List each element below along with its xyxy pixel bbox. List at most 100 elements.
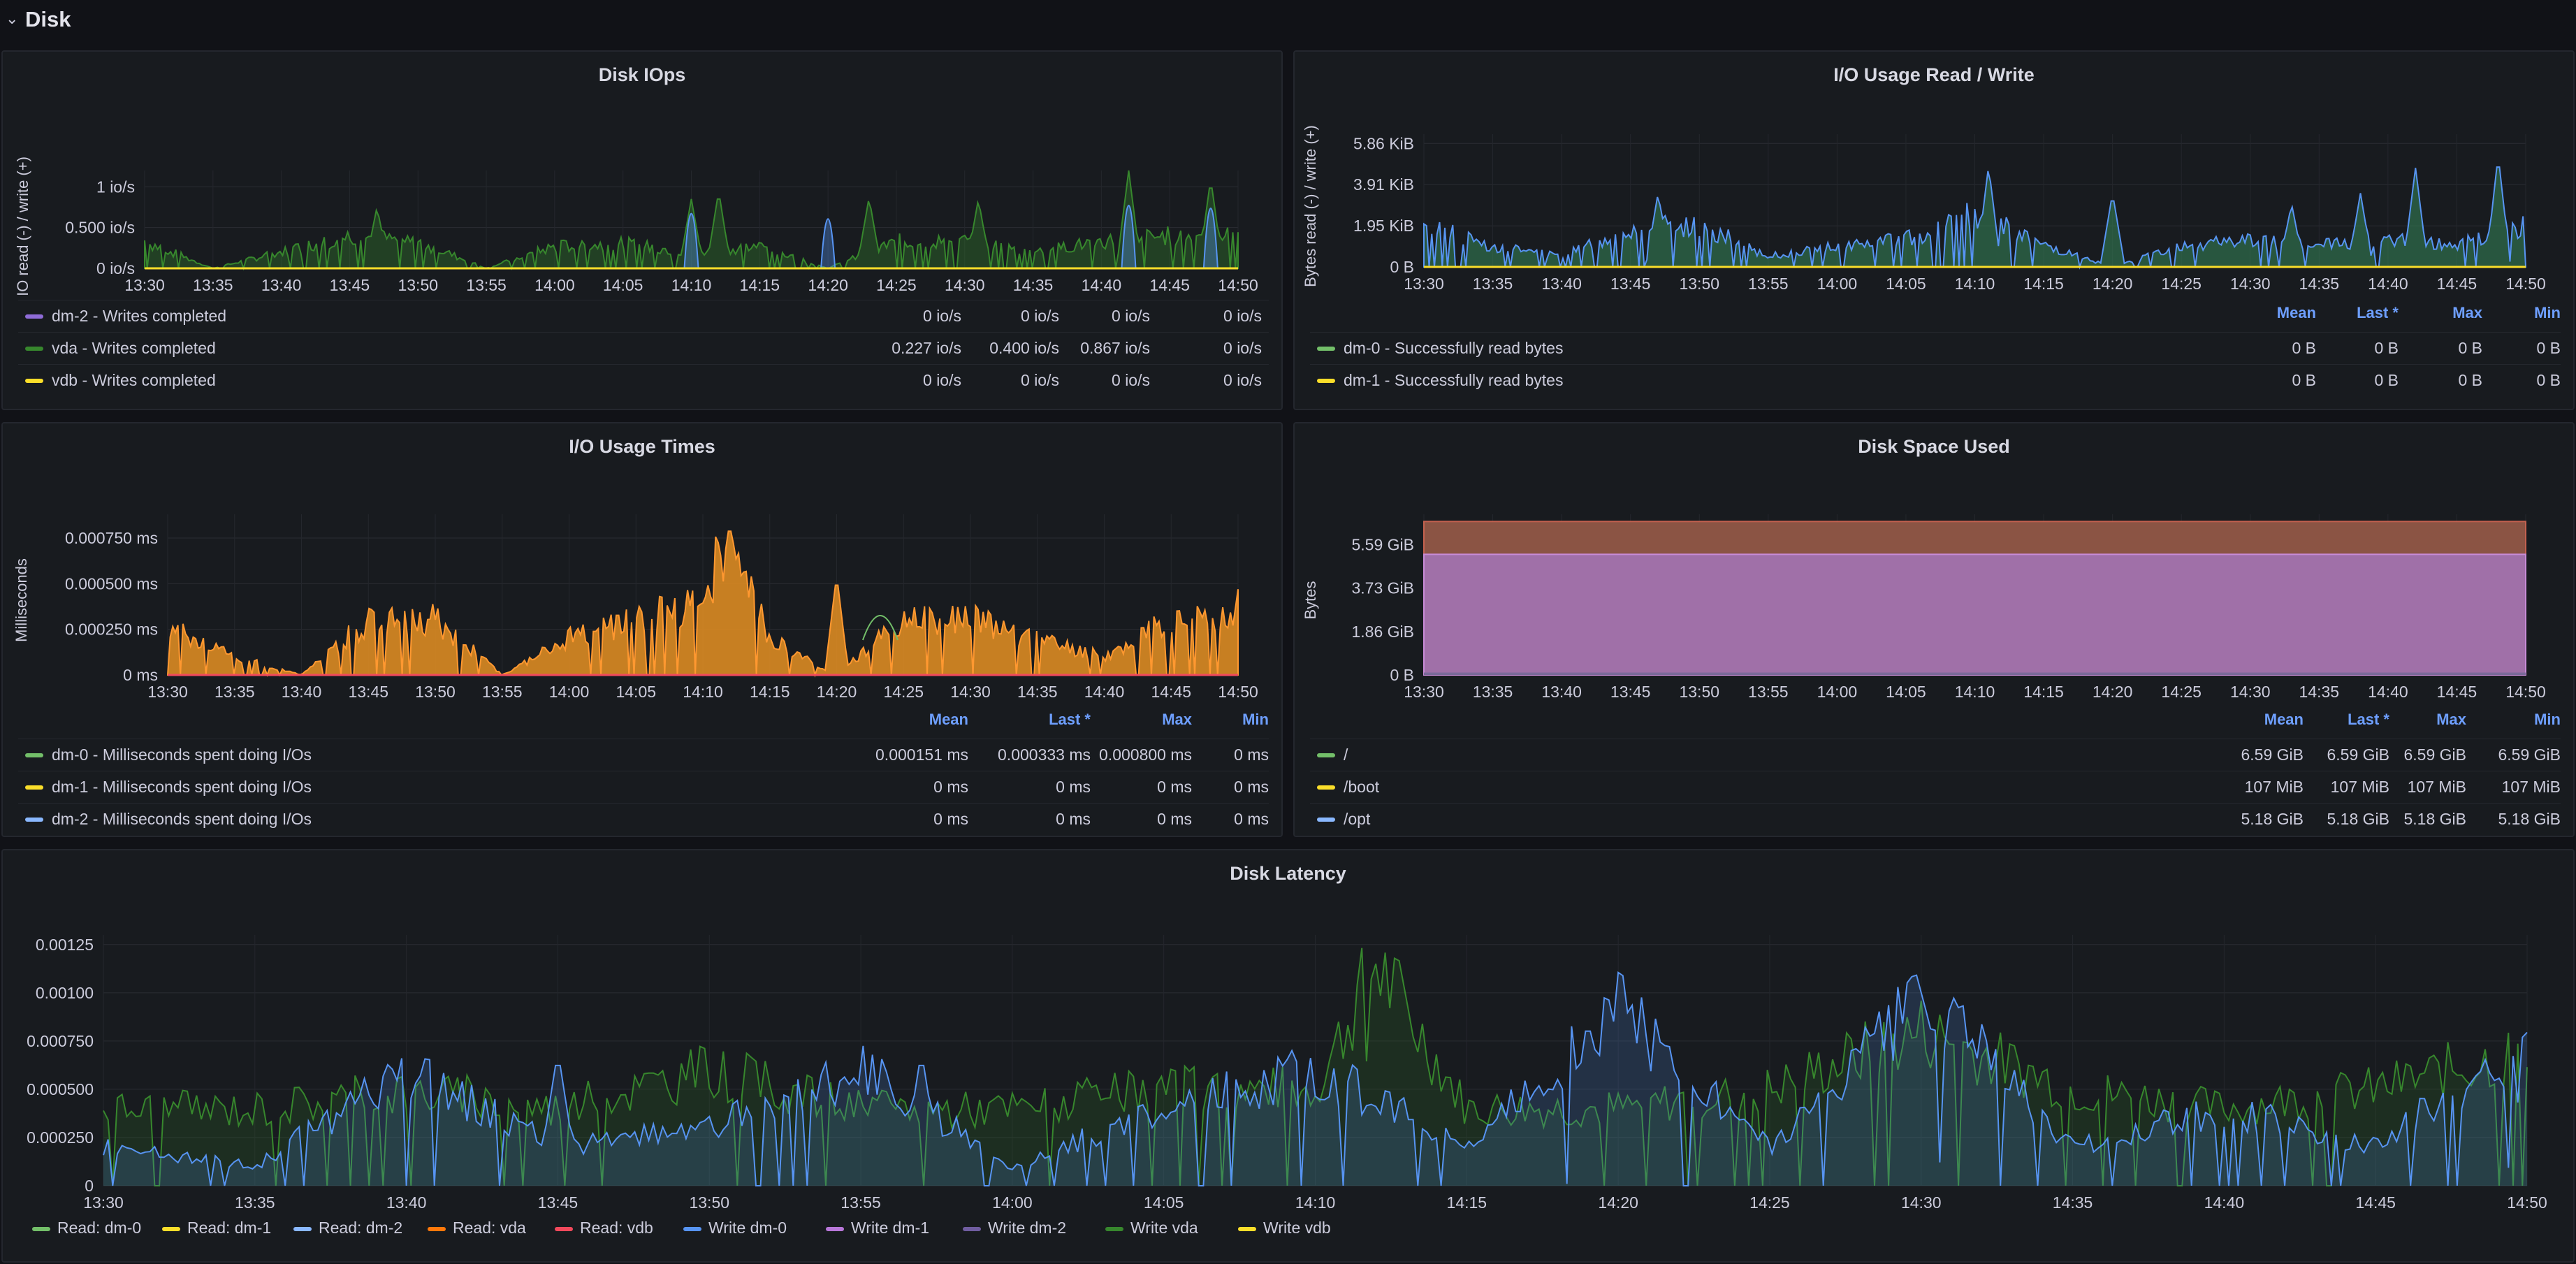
series-name[interactable]: dm-2 - Milliseconds spent doing I/Os — [52, 810, 312, 828]
legend-row[interactable]: dm-0 - Milliseconds spent doing I/Os 0.00… — [18, 739, 1269, 770]
series-name[interactable]: dm-0 - Successfully read bytes — [1344, 339, 1564, 357]
legend-row[interactable]: vda - Writes completed 0.227 io/s 0.400 io… — [18, 332, 1269, 363]
y-tick-label: 5.59 GiB — [1352, 536, 1415, 554]
legend-row[interactable]: dm-1 - Successfully read bytes 0 B 0 B 0 B 0… — [1310, 364, 2561, 395]
series-name[interactable]: Write dm-2 — [988, 1219, 1067, 1237]
x-tick-label: 14:05 — [1886, 683, 1926, 701]
series-area-dm-0[interactable] — [1423, 166, 2527, 270]
x-tick-label: 13:30 — [83, 1193, 124, 1212]
io-times-chart[interactable]: 0.000750 ms0.000500 ms0.000250 ms0 ms13:… — [3, 423, 1283, 710]
legend-row[interactable]: vdb - Writes completed 0 io/s 0 io/s 0 io/s… — [18, 364, 1269, 395]
series-name[interactable]: / — [1344, 746, 1348, 764]
legend-column-last[interactable]: Last * — [1049, 711, 1091, 728]
series-name[interactable]: /opt — [1344, 810, 1371, 828]
series-spike-dm-2[interactable] — [1202, 208, 1218, 269]
disk-iops-chart[interactable]: 1 io/s 0.500 io/s 0 io/s13:30 13:35 13:40 13:… — [3, 52, 1283, 303]
legend-column-max[interactable]: Max — [2452, 304, 2482, 321]
x-tick-label: 14:05 — [616, 683, 656, 701]
legend-value: 0.400 io/s — [989, 339, 1059, 357]
series-area-opt[interactable] — [1423, 553, 2526, 676]
x-tick-label: 14:10 — [1955, 683, 1995, 701]
series-area-dm-1[interactable] — [166, 530, 1239, 678]
x-tick-label: 13:40 — [282, 683, 322, 701]
series-name[interactable]: dm-0 - Milliseconds spent doing I/Os — [52, 746, 312, 764]
legend-table: Mean Last * Max Min / 6.59 GiB 6.59 GiB 6.59 Gi… — [1310, 706, 2561, 832]
series-spike-dm-2[interactable] — [1121, 205, 1137, 269]
series-name[interactable]: Read: dm-2 — [319, 1219, 403, 1237]
chart-axes: 0.000750 ms0.000500 ms0.000250 ms0 ms13:… — [65, 514, 1258, 701]
panel-io-usage-times[interactable]: I/O Usage Times 0.000750 ms 0.000500 ms 0.… — [1, 422, 1283, 837]
legend-column-min[interactable]: Min — [2534, 711, 2561, 728]
series-spike-dm-2[interactable] — [820, 218, 836, 269]
legend-column-max[interactable]: Max — [2436, 711, 2466, 728]
series-color-swatch — [963, 1227, 981, 1231]
legend-value: 0 ms — [1234, 746, 1269, 764]
legend-row[interactable]: dm-2 - Milliseconds spent doing I/Os 0 ms… — [18, 803, 1269, 834]
panel-disk-space-used[interactable]: Disk Space Used 5.59 GiB 3.73 GiB 1.86 GiB… — [1293, 422, 2575, 837]
chevron-down-icon[interactable]: ⌄ — [6, 10, 19, 27]
series-area-vda[interactable] — [144, 170, 1239, 271]
series-color-swatch — [25, 347, 43, 351]
series-color-swatch — [25, 818, 43, 822]
panel-disk-iops[interactable]: Disk IOps 1 io/s 0.500 io/s 0 io/s 13:30 13:… — [1, 50, 1283, 410]
legend-value: 0 io/s — [1223, 339, 1262, 357]
legend-value: 0 B — [2458, 339, 2482, 357]
legend-column-mean[interactable]: Mean — [2276, 304, 2316, 321]
legend-row[interactable]: /opt 5.18 GiB 5.18 GiB 5.18 GiB 5.18 GiB — [1310, 803, 2561, 834]
legend-value: 6.59 GiB — [2403, 746, 2467, 764]
series-name[interactable]: Read: vda — [453, 1219, 526, 1237]
series-color-swatch — [25, 785, 43, 790]
disk-latency-chart[interactable]: 0.001250.001000.0007500.0005000.00025001… — [3, 850, 2575, 1214]
series-color-swatch — [25, 753, 43, 757]
series-spike-dm-2[interactable] — [683, 213, 699, 269]
x-tick-label: 13:35 — [214, 683, 255, 701]
series-name[interactable]: /boot — [1344, 778, 1380, 796]
series-name[interactable]: dm-1 - Milliseconds spent doing I/Os — [52, 778, 312, 796]
legend-row[interactable]: dm-2 - Writes completed 0 io/s 0 io/s 0 io/… — [18, 300, 1269, 331]
legend-column-max[interactable]: Max — [1162, 711, 1192, 728]
legend-row[interactable]: / 6.59 GiB 6.59 GiB 6.59 GiB 6.59 GiB — [1310, 739, 2561, 770]
legend-row[interactable]: dm-1 - Milliseconds spent doing I/Os 0 ms… — [18, 771, 1269, 802]
legend-value: 0 ms — [1056, 810, 1091, 828]
legend-value: 6.59 GiB — [2327, 746, 2390, 764]
legend-row[interactable]: dm-0 - Successfully read bytes 0 B 0 B 0 B 0… — [1310, 332, 2561, 363]
series-line-dm-0[interactable] — [862, 615, 898, 641]
panel-disk-latency[interactable]: Disk Latency 0.00125 0.00100 0.000750 0.000… — [1, 849, 2575, 1263]
series-name[interactable]: Write vdb — [1263, 1219, 1331, 1237]
x-tick-label: 14:40 — [2368, 683, 2408, 701]
y-tick-label: 0.000250 — [27, 1128, 94, 1147]
series-name[interactable]: Read: vdb — [580, 1219, 653, 1237]
legend-column-mean[interactable]: Mean — [929, 711, 968, 728]
legend-column-min[interactable]: Min — [2534, 304, 2561, 321]
series-color-swatch — [1105, 1227, 1123, 1231]
series-line-write-dm-0[interactable] — [103, 971, 2528, 1186]
chart-axes: 5.86 KiB 3.91 KiB 1.95 KiB 0 B13:30 13:35 13:… — [1353, 134, 2546, 293]
x-tick-label: 14:35 — [1013, 276, 1054, 294]
legend-column-min[interactable]: Min — [1242, 711, 1269, 728]
x-tick-label: 14:35 — [2299, 275, 2340, 293]
series-name[interactable]: dm-1 - Successfully read bytes — [1344, 371, 1564, 389]
series-name[interactable]: Write dm-1 — [851, 1219, 930, 1237]
x-tick-label: 13:55 — [482, 683, 523, 701]
series-name[interactable]: Write vda — [1130, 1219, 1198, 1237]
io-usage-chart[interactable]: 5.86 KiB 3.91 KiB 1.95 KiB 0 B13:30 13:35 13:… — [1295, 52, 2575, 303]
series-color-swatch — [1317, 379, 1335, 383]
series-name[interactable]: Read: dm-1 — [187, 1219, 272, 1237]
series-name[interactable]: vdb - Writes completed — [52, 371, 216, 389]
x-tick-label: 13:45 — [1610, 683, 1651, 701]
legend-column-last[interactable]: Last * — [2357, 304, 2399, 321]
x-tick-label: 14:45 — [2355, 1193, 2396, 1212]
series-area-boot[interactable] — [1424, 672, 2526, 675]
series-name[interactable]: Read: dm-0 — [57, 1219, 142, 1237]
legend-value: 0 ms — [933, 810, 968, 828]
series-name[interactable]: Write dm-0 — [708, 1219, 787, 1237]
row-header-disk[interactable]: ⌄ Disk — [0, 0, 2576, 41]
legend-row[interactable]: /boot 107 MiB 107 MiB 107 MiB 107 MiB — [1310, 771, 2561, 802]
legend-column-mean[interactable]: Mean — [2264, 711, 2304, 728]
series-name[interactable]: vda - Writes completed — [52, 339, 216, 357]
series-name[interactable]: dm-2 - Writes completed — [52, 307, 227, 325]
disk-space-chart[interactable]: 5.59 GiB 3.73 GiB 1.86 GiB 0 B13:30 13:35 13:… — [1295, 423, 2575, 710]
panel-io-usage-read-write[interactable]: I/O Usage Read / Write 5.86 KiB 3.91 KiB 1… — [1293, 50, 2575, 410]
x-tick-label: 14:20 — [817, 683, 857, 701]
legend-column-last[interactable]: Last * — [2348, 711, 2389, 728]
